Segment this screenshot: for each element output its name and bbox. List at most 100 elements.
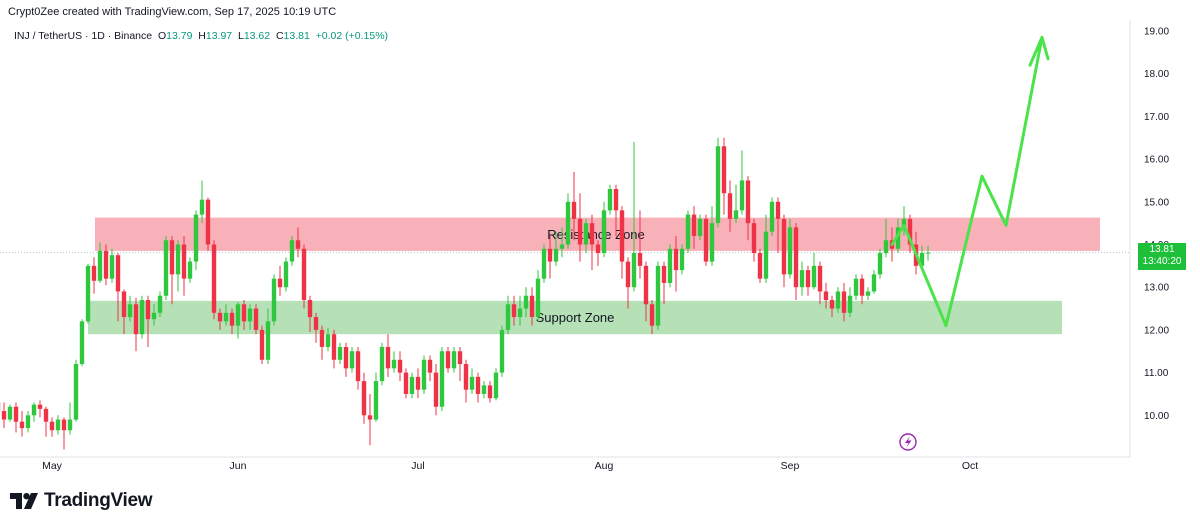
current-price-tag: 13.81 13:40:20 [1138, 243, 1186, 270]
lightning-icon[interactable] [899, 433, 917, 451]
zone-label: Support Zone [536, 310, 615, 325]
candle-body [883, 240, 889, 254]
candle [691, 206, 697, 249]
tradingview-brand[interactable]: TradingView [10, 490, 153, 512]
candle-body [733, 210, 739, 219]
candle [331, 329, 337, 369]
candle-body [331, 334, 337, 360]
candle-body [781, 218, 787, 275]
candle [469, 368, 475, 394]
candle-body [295, 240, 301, 249]
price-tick-label: 13.00 [1144, 283, 1169, 294]
candle [625, 257, 631, 309]
candle-body [793, 227, 799, 288]
candle-body [103, 250, 109, 279]
candle [697, 214, 703, 241]
time-tick-label: Jul [411, 460, 424, 472]
candle [133, 297, 139, 352]
candle [775, 197, 781, 254]
candle-body [835, 291, 841, 309]
candle [235, 302, 241, 339]
candle-body [589, 223, 595, 245]
change-value: +0.02 (+0.15%) [315, 30, 389, 42]
candle-body [517, 308, 523, 318]
candle-body [139, 300, 145, 335]
candle [373, 372, 379, 422]
candle [355, 346, 361, 390]
candle [397, 351, 403, 382]
candle [91, 257, 97, 294]
candle-body [475, 376, 481, 394]
candle-body [547, 248, 553, 262]
candle [199, 180, 205, 224]
candle-body [661, 265, 667, 283]
candle [85, 263, 91, 324]
candle [715, 137, 721, 228]
candle-body [133, 304, 139, 335]
candle [319, 325, 325, 360]
candle-body [409, 376, 415, 394]
candle [73, 359, 79, 422]
symbol-name[interactable]: INJ / TetherUS · 1D · Binance [14, 30, 153, 42]
candle [547, 235, 553, 279]
candle [211, 240, 217, 320]
candle-body [271, 278, 277, 322]
candle-body [691, 214, 697, 236]
candle [337, 342, 343, 365]
candle [49, 417, 55, 437]
candle [565, 193, 571, 249]
current-price-value: 13.81 [1149, 244, 1175, 255]
candle-body [97, 250, 103, 281]
candle-body [211, 244, 217, 313]
time-tick-label: Oct [962, 460, 978, 472]
candle [1, 402, 7, 429]
candle-body [607, 188, 613, 211]
candle-body [259, 329, 265, 360]
candle-body [469, 376, 475, 390]
candle-body [301, 248, 307, 301]
price-tick-label: 12.00 [1144, 325, 1169, 336]
candle-body [511, 304, 517, 318]
candle [385, 334, 391, 377]
candle-body [265, 321, 271, 360]
price-tick-label: 10.00 [1144, 411, 1169, 422]
candle [619, 206, 625, 279]
candle-body [697, 218, 703, 236]
candle [187, 257, 193, 283]
candle [559, 227, 565, 258]
candle [421, 355, 427, 394]
candle-body [655, 265, 661, 326]
candle [841, 282, 847, 322]
symbol-legend: INJ / TetherUS · 1D · Binance O13.79 H13… [14, 30, 388, 42]
candle [247, 304, 253, 330]
candle-body [631, 253, 637, 288]
time-tick-label: Jun [230, 460, 247, 472]
projection-layer [890, 35, 1050, 328]
candle [277, 265, 283, 296]
candle-body [763, 231, 769, 279]
candle [685, 210, 691, 254]
candle [847, 287, 853, 318]
candle [439, 346, 445, 412]
candle [733, 184, 739, 224]
candle [31, 402, 37, 422]
candle [727, 180, 733, 232]
candle-body [505, 304, 511, 330]
open-label: O [157, 30, 167, 42]
candle [13, 402, 19, 433]
candle-body [445, 351, 451, 369]
candle-body [367, 415, 373, 420]
candle-body [877, 253, 883, 275]
time-axis: May Jun Jul Aug Sep Oct [42, 460, 978, 472]
candle [391, 351, 397, 373]
candle-body [121, 291, 127, 318]
candle-body [391, 359, 397, 369]
candle [19, 411, 25, 437]
candle-body [643, 265, 649, 305]
candle-body [427, 359, 433, 373]
candle-body [385, 346, 391, 369]
candle [145, 295, 151, 347]
price-tick-label: 15.00 [1144, 197, 1169, 208]
candle [43, 406, 49, 437]
